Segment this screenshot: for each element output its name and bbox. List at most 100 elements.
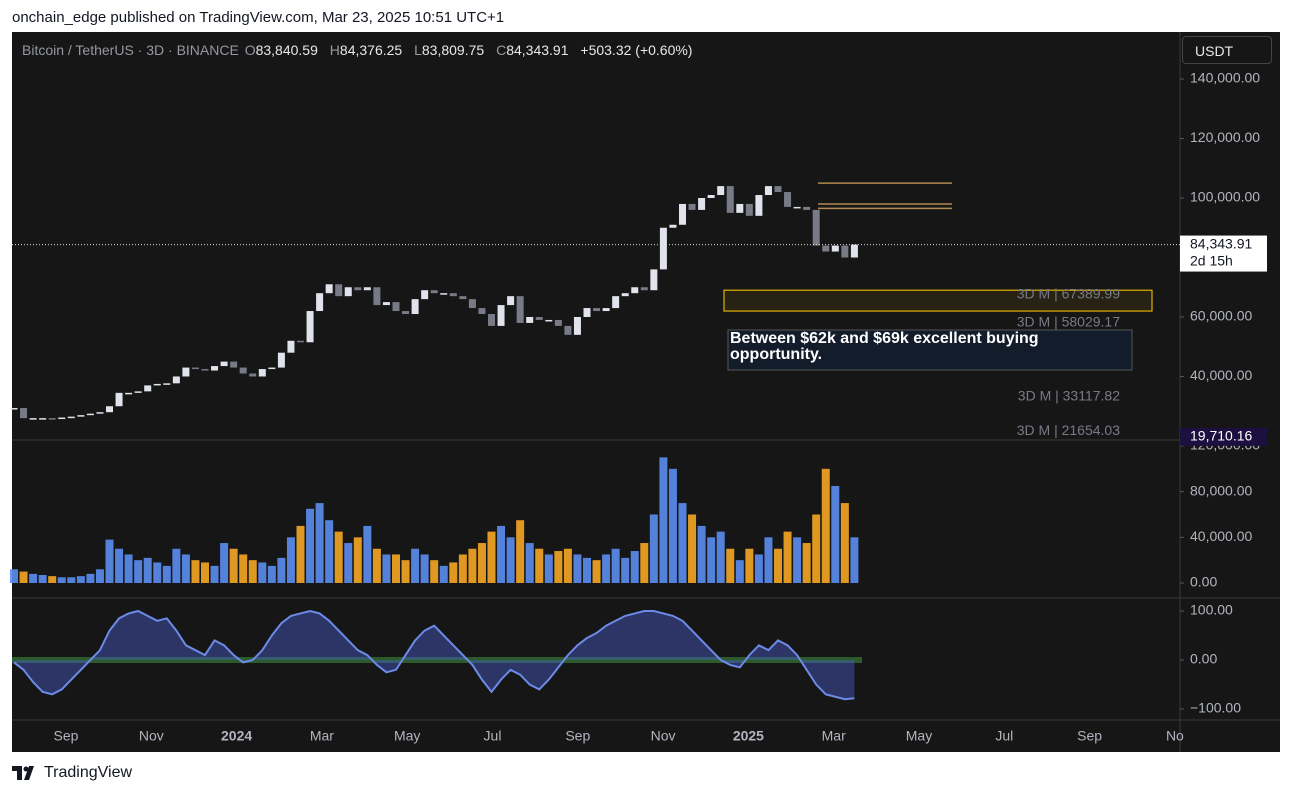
x-tick-label: Jul xyxy=(995,728,1013,744)
y-tick-label: 100,000.00 xyxy=(1190,189,1260,205)
candle-body xyxy=(144,385,152,392)
level-label: 3D M | 33117.82 xyxy=(1018,388,1120,404)
ohlc-value: 83,840.59 xyxy=(255,42,318,58)
candle-body xyxy=(115,392,123,407)
candle-body xyxy=(745,203,753,216)
candle-body xyxy=(287,340,295,353)
brand: TradingView xyxy=(12,764,132,782)
x-tick-label: No xyxy=(1166,728,1184,744)
volume-bar xyxy=(831,485,840,583)
change: +503.32 (+0.60%) xyxy=(580,42,693,58)
volume-bar xyxy=(277,557,286,583)
y-tick-label: 40,000.00 xyxy=(1190,367,1252,383)
volume-bar xyxy=(315,503,324,583)
volume-bar xyxy=(840,503,849,583)
volume-bar xyxy=(38,575,47,583)
volume-bar xyxy=(449,562,458,583)
volume-bar xyxy=(95,569,104,583)
volume-bar xyxy=(497,525,506,583)
volume-bar xyxy=(267,565,276,583)
candle-body xyxy=(421,290,429,300)
candle-body xyxy=(831,245,839,252)
symbol-title: Bitcoin / TetherUS · 3D · BINANCE xyxy=(22,42,239,58)
candle-body xyxy=(449,293,457,297)
x-tick-label: May xyxy=(394,728,420,744)
candle-body xyxy=(612,296,620,309)
candle-body xyxy=(106,406,113,413)
candle-body xyxy=(822,245,830,252)
volume-bar xyxy=(649,514,658,583)
buy-zone xyxy=(723,289,1153,312)
note-box xyxy=(727,329,1133,371)
volume-bar xyxy=(735,560,744,583)
candle-body xyxy=(736,203,744,213)
volume-bar xyxy=(764,537,773,583)
x-tick-label: Nov xyxy=(651,728,676,744)
volume-bar xyxy=(420,554,429,583)
y-tick-label: 0.00 xyxy=(1190,574,1217,590)
volume-bar xyxy=(210,565,219,583)
candle-body xyxy=(258,369,266,377)
candle-body xyxy=(812,209,820,246)
volume-bar xyxy=(48,576,57,583)
x-tick-label: May xyxy=(906,728,932,744)
x-tick-label: Jul xyxy=(484,728,502,744)
volume-bar xyxy=(707,537,716,583)
candle-body xyxy=(172,376,180,384)
candle-body xyxy=(545,319,553,322)
candle-body xyxy=(726,186,734,213)
candle-body xyxy=(239,367,247,374)
volume-bar xyxy=(296,525,305,583)
volume-bar xyxy=(124,554,133,583)
volume-bar xyxy=(487,531,496,583)
y-tick-label: 100.00 xyxy=(1190,602,1233,618)
volume-bar xyxy=(86,573,95,583)
candle-body xyxy=(297,340,304,343)
volume-bar xyxy=(401,560,410,583)
volume-bar xyxy=(382,554,391,583)
x-tick-label: Sep xyxy=(1077,728,1102,744)
publisher: onchain_edge published on TradingView.co… xyxy=(12,9,505,26)
level-label: 3D M | 67389.99 xyxy=(1017,286,1120,302)
candle-body xyxy=(554,319,562,326)
candle-body xyxy=(277,352,285,368)
volume-bar xyxy=(630,551,639,583)
candle-body xyxy=(803,206,811,210)
candle-body xyxy=(478,308,486,315)
candle-body xyxy=(58,417,66,420)
volume-bar xyxy=(29,573,38,583)
x-tick-label: 2024 xyxy=(221,728,252,744)
candle-body xyxy=(650,269,658,291)
volume-bar xyxy=(201,562,209,583)
volume-bar xyxy=(640,543,649,583)
candle-body xyxy=(86,413,94,416)
candle-body xyxy=(344,287,352,297)
candle-body xyxy=(201,369,209,371)
note-text: Between $62k and $69k excellent buying o… xyxy=(730,331,1039,363)
volume-bar xyxy=(258,562,267,583)
x-tick-label: Sep xyxy=(54,728,79,744)
volume-bar xyxy=(678,503,687,583)
volume-bar xyxy=(134,560,143,583)
brand-logo xyxy=(12,766,34,780)
candle-body xyxy=(488,314,495,326)
candle-body xyxy=(363,287,371,291)
volume-bar xyxy=(105,539,114,583)
last-price-box xyxy=(1180,235,1267,272)
candle-body xyxy=(163,383,171,385)
currency-button[interactable]: USDT xyxy=(1182,36,1272,64)
volume-bar xyxy=(430,560,439,583)
volume-bar xyxy=(468,548,477,583)
volume-bar xyxy=(592,560,601,583)
volume-bar xyxy=(439,565,448,583)
volume-bar xyxy=(477,543,486,583)
volume-bar xyxy=(583,557,591,583)
volume-bar xyxy=(115,548,124,583)
volume-bar xyxy=(716,531,725,583)
volume-bar xyxy=(821,468,830,583)
volume-bar xyxy=(525,543,534,583)
volume-bar xyxy=(334,531,343,583)
candle-body xyxy=(402,311,410,315)
volume-bar xyxy=(544,554,553,583)
